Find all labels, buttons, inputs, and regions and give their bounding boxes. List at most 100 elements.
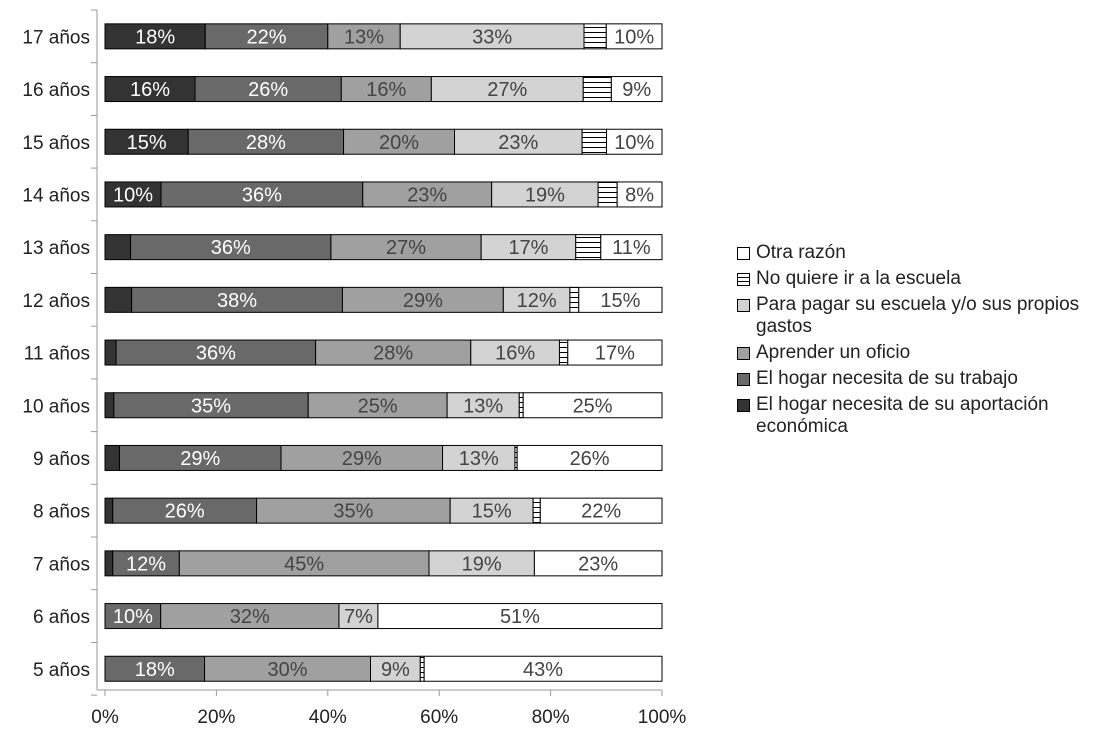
- data-label: 25%: [573, 395, 613, 417]
- bar-segment: [597, 181, 618, 208]
- bar-segment: [454, 128, 583, 155]
- bar-segment: [341, 286, 504, 313]
- bar-segment: [558, 339, 569, 366]
- bar-segment: [575, 234, 602, 261]
- bar-segment: [280, 444, 444, 471]
- bar-segment: [338, 603, 379, 630]
- data-label: 30%: [268, 659, 308, 681]
- data-label: 32%: [230, 606, 270, 628]
- bars: [104, 23, 663, 682]
- data-label: 28%: [373, 343, 413, 365]
- bar-segment: [104, 339, 117, 366]
- data-label: 23%: [407, 184, 447, 206]
- bar-segment: [104, 444, 120, 471]
- x-tick-label: 40%: [309, 707, 347, 728]
- bar-segment: [104, 550, 114, 577]
- legend-item: El hogar necesita de su aportación econó…: [737, 394, 1105, 438]
- legend-swatch: [737, 373, 750, 386]
- y-tick-label: 13 años: [22, 238, 90, 259]
- bar-segment: [104, 234, 132, 261]
- bar-segment: [327, 23, 401, 50]
- legend-label: Para pagar su escuela y/o sus propios ga…: [756, 294, 1080, 337]
- y-tick-label: 17 años: [22, 27, 90, 48]
- bar-segment: [256, 497, 451, 524]
- data-label: 12%: [517, 290, 557, 312]
- y-tick-label: 5 años: [33, 660, 90, 681]
- bar-segment: [419, 655, 425, 682]
- legend-item: El hogar necesita de su trabajo: [737, 368, 1105, 390]
- bar-segment: [178, 550, 430, 577]
- data-label: 12%: [126, 553, 166, 575]
- y-tick-label: 6 años: [33, 607, 90, 628]
- bar-segment: [522, 392, 663, 419]
- bar-segment: [104, 497, 114, 524]
- legend-label: Aprender un oficio: [756, 342, 911, 363]
- x-tick-label: 100%: [638, 707, 687, 728]
- y-tick-label: 7 años: [33, 554, 90, 575]
- y-tick-label: 14 años: [22, 185, 90, 206]
- data-label: 22%: [581, 501, 621, 523]
- data-label: 18%: [135, 659, 175, 681]
- bar-segment: [362, 181, 493, 208]
- bar-segment: [315, 339, 472, 366]
- data-label: 26%: [248, 79, 288, 101]
- legend-swatch: [737, 273, 750, 286]
- data-label: 10%: [614, 132, 654, 154]
- data-label: 35%: [191, 395, 231, 417]
- bar-segment: [160, 181, 364, 208]
- data-label: 25%: [358, 395, 398, 417]
- legend-label: El hogar necesita de su trabajo: [756, 368, 1018, 389]
- data-label: 29%: [180, 448, 220, 470]
- data-label: 10%: [614, 26, 654, 48]
- legend-label: El hogar necesita de su aportación econó…: [756, 394, 1049, 437]
- bar-segment: [104, 603, 162, 630]
- bar-segment: [204, 23, 329, 50]
- data-label: 43%: [523, 659, 563, 681]
- data-label: 28%: [246, 132, 286, 154]
- data-label: 17%: [508, 237, 548, 259]
- data-label: 27%: [487, 79, 527, 101]
- data-label: 15%: [472, 501, 512, 523]
- bar-segment: [377, 603, 663, 630]
- legend-item: Aprender un oficio: [737, 342, 1105, 364]
- data-label: 23%: [578, 553, 618, 575]
- bar-segment: [480, 234, 577, 261]
- x-tick-label: 60%: [420, 707, 458, 728]
- y-tick-label: 9 años: [33, 449, 90, 470]
- bar-segment: [430, 76, 584, 103]
- bar-segment: [160, 603, 340, 630]
- y-tick-label: 12 años: [22, 291, 90, 312]
- bar-segment: [470, 339, 560, 366]
- data-label: 13%: [344, 26, 384, 48]
- bar-segment: [583, 23, 607, 50]
- bar-segment: [581, 128, 608, 155]
- bar-segment: [605, 23, 663, 50]
- bar-segment: [610, 76, 663, 103]
- data-label: 7%: [344, 606, 373, 628]
- data-label: 19%: [525, 184, 565, 206]
- data-label: 16%: [366, 79, 406, 101]
- data-label: 29%: [342, 448, 382, 470]
- bar-segment: [533, 550, 663, 577]
- data-label: 16%: [130, 79, 170, 101]
- bar-segment: [112, 550, 180, 577]
- bar-segment: [582, 76, 612, 103]
- bar-segment: [104, 181, 162, 208]
- data-label: 36%: [242, 184, 282, 206]
- bar-segment: [370, 655, 421, 682]
- legend-item: Otra razón: [737, 242, 1105, 264]
- legend-swatch: [737, 247, 750, 260]
- legend-label: Otra razón: [756, 242, 846, 263]
- data-label: 36%: [211, 237, 251, 259]
- y-tick-label: 11 años: [24, 344, 90, 365]
- bar-segment: [616, 181, 663, 208]
- data-label: 18%: [135, 26, 175, 48]
- data-label: 11%: [612, 237, 651, 259]
- data-label: 19%: [462, 553, 502, 575]
- data-label: 23%: [498, 132, 538, 154]
- data-label: 51%: [500, 606, 540, 628]
- bar-segment: [442, 444, 516, 471]
- bar-segment: [600, 234, 663, 261]
